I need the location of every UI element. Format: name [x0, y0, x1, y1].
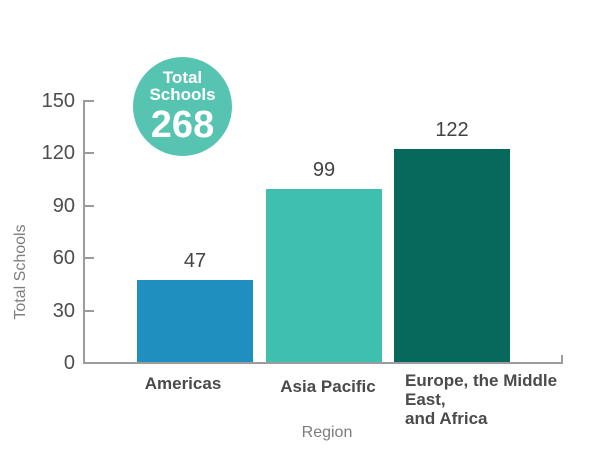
category-label: Asia Pacific — [280, 377, 376, 396]
y-tick-label: 0 — [63, 352, 75, 374]
y-axis-tick — [85, 257, 94, 260]
y-tick-label: 30 — [52, 299, 75, 322]
y-tick-label: 60 — [52, 247, 75, 270]
y-tick-label: 120 — [41, 142, 75, 165]
y-tick-label: 90 — [52, 194, 75, 217]
category-label: Europe, the Middle East, and Africa — [405, 371, 558, 428]
badge-total-value: 268 — [150, 104, 215, 146]
category-label: Americas — [144, 374, 222, 393]
badge-label-line2: Schools — [149, 85, 216, 104]
bar-value-label: 47 — [183, 249, 207, 272]
bar-value-label: 122 — [435, 118, 469, 141]
badge-label-line1: Total — [162, 68, 203, 87]
bar-europe — [394, 148, 510, 362]
total-schools-badge: Total Schools 268 — [133, 57, 232, 156]
y-tick-label: 150 — [41, 90, 75, 112]
x-axis-end-tick — [561, 355, 563, 362]
bar-value-label: 99 — [312, 159, 336, 182]
bar-americas — [137, 279, 253, 362]
y-axis-tick — [85, 204, 94, 207]
y-axis-tick — [85, 100, 94, 102]
x-axis-line — [83, 362, 563, 364]
y-axis-line — [83, 100, 85, 364]
y-axis-tick — [85, 309, 94, 312]
y-axis-tick — [85, 152, 94, 155]
x-axis-title: Region — [301, 424, 353, 441]
bar-asia-pacific — [266, 189, 382, 362]
